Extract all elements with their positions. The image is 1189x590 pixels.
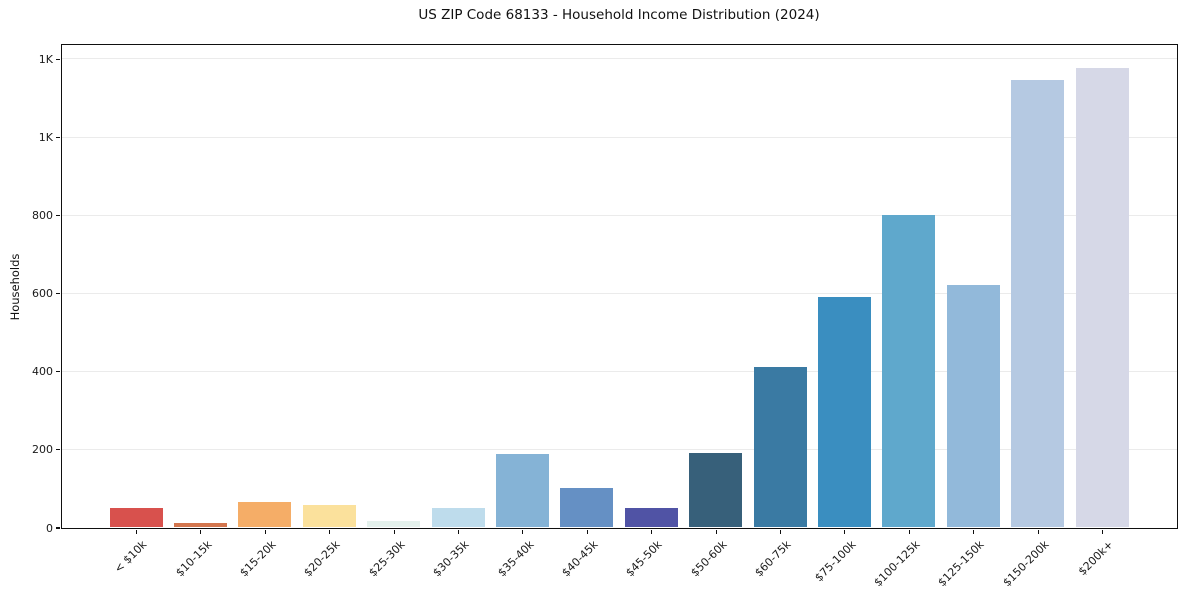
y-tick-mark (56, 293, 60, 295)
x-tick-mark (329, 529, 331, 534)
plot-area (60, 43, 1178, 529)
bar-$35-40k (495, 454, 549, 528)
y-tick-mark (56, 527, 60, 529)
x-tick-mark (586, 529, 588, 534)
bar-$150-200k (1011, 80, 1065, 528)
y-axis-label: Households (8, 253, 22, 321)
chart-title: US ZIP Code 68133 - Household Income Dis… (418, 7, 820, 23)
x-tick-mark (779, 529, 782, 534)
x-tick-mark (1037, 529, 1039, 534)
y-tick-mark (56, 136, 60, 139)
x-tick-mark (457, 529, 460, 534)
gridline (61, 292, 1177, 294)
y-tick-mark (56, 58, 60, 61)
bar-$60-75k (753, 366, 807, 528)
y-tick-mark (56, 215, 60, 217)
x-tick-mark (844, 529, 846, 534)
y-tick-label: 1K (38, 131, 53, 145)
bar-$45-50k (624, 507, 678, 528)
x-tick-mark (908, 529, 910, 534)
y-tick-label: 1K (38, 52, 53, 66)
x-tick-mark (264, 529, 266, 534)
x-tick-mark (135, 529, 138, 534)
bar-$15-20k (238, 502, 292, 528)
x-tick-mark (393, 529, 395, 534)
y-tick-label: 200 (32, 443, 53, 457)
gridline (61, 214, 1177, 216)
x-tick-mark (973, 529, 975, 534)
bar-$10-15k (173, 522, 227, 528)
bar-< $10k (109, 507, 163, 528)
gridline (61, 370, 1177, 372)
gridline (61, 58, 1177, 60)
x-tick-mark (200, 529, 202, 534)
bar-$75-100k (817, 297, 871, 528)
y-tick-label: 400 (32, 365, 53, 379)
bar-$50-60k (689, 453, 743, 528)
bar-$100-125k (882, 215, 936, 528)
bar-$125-150k (946, 285, 1000, 528)
gridline (61, 448, 1177, 450)
y-tick-mark (56, 449, 60, 451)
bar-$200k+ (1075, 67, 1129, 528)
y-tick-label: 600 (32, 287, 53, 301)
bar-$20-25k (302, 505, 356, 528)
y-tick-label: 0 (46, 521, 53, 535)
bar-$30-35k (431, 507, 485, 528)
gridline (61, 136, 1177, 138)
x-tick-mark (651, 529, 653, 534)
bar-$40-45k (560, 488, 614, 528)
x-tick-mark (522, 529, 524, 534)
y-tick-mark (56, 371, 60, 373)
x-tick-mark (715, 529, 717, 534)
bar-$25-30k (367, 520, 421, 528)
x-tick-mark (1101, 529, 1104, 534)
y-tick-label: 800 (32, 209, 53, 223)
